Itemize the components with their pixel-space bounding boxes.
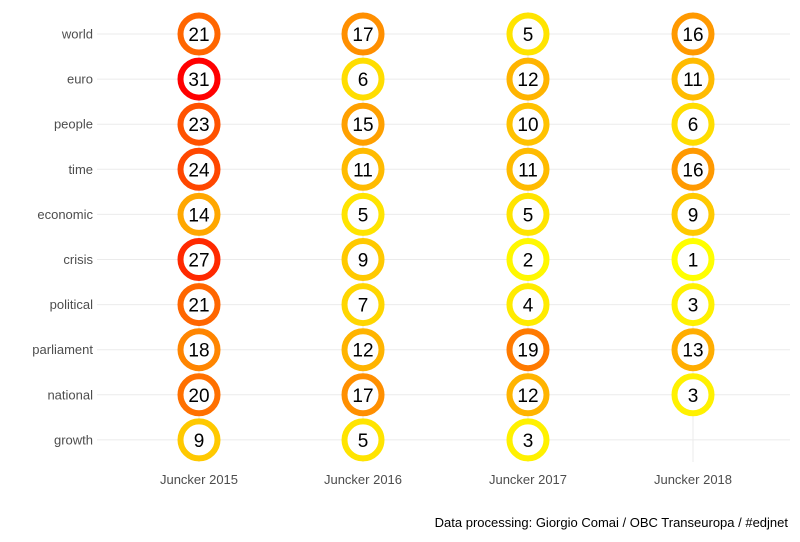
data-label: 3 xyxy=(688,386,699,407)
value-ring xyxy=(506,238,550,281)
value-ring xyxy=(506,102,550,146)
value-ring xyxy=(671,373,715,417)
y-tick-label-crisis: crisis xyxy=(63,252,93,267)
data-label: 14 xyxy=(188,205,210,226)
y-tick-label-time: time xyxy=(68,162,93,177)
value-ring xyxy=(341,418,385,462)
value-ring xyxy=(506,57,550,101)
data-label: 11 xyxy=(353,160,373,181)
data-label: 13 xyxy=(682,341,703,362)
value-ring xyxy=(177,147,221,191)
data-label: 9 xyxy=(358,251,369,272)
data-label: 12 xyxy=(517,386,538,407)
value-ring xyxy=(671,328,715,372)
data-label: 2 xyxy=(523,251,534,272)
data-label: 11 xyxy=(518,160,538,181)
value-ring xyxy=(341,147,385,191)
value-ring xyxy=(177,102,221,146)
value-ring xyxy=(177,283,221,327)
data-label: 10 xyxy=(517,115,538,136)
data-marks: 2131232414272118209176151159712175512101… xyxy=(177,12,715,462)
data-label: 5 xyxy=(358,431,369,452)
data-label: 6 xyxy=(688,115,699,136)
data-label: 17 xyxy=(352,25,373,46)
value-ring xyxy=(671,238,715,281)
value-ring xyxy=(506,418,550,462)
value-ring xyxy=(671,12,715,56)
data-label: 20 xyxy=(188,386,209,407)
data-label: 27 xyxy=(188,251,209,272)
data-label: 3 xyxy=(523,431,534,452)
data-label: 12 xyxy=(352,341,373,362)
data-label: 21 xyxy=(188,25,209,46)
data-label: 12 xyxy=(517,70,538,91)
value-ring xyxy=(341,57,385,101)
y-tick-label-parliament: parliament xyxy=(32,342,93,357)
value-ring xyxy=(506,328,550,372)
data-label: 1 xyxy=(688,251,699,272)
value-ring xyxy=(671,192,715,236)
x-tick-label: Juncker 2015 xyxy=(160,472,238,487)
data-label: 5 xyxy=(523,25,534,46)
caption: Data processing: Giorgio Comai / OBC Tra… xyxy=(434,515,788,530)
data-label: 16 xyxy=(682,25,703,46)
value-ring xyxy=(506,12,550,56)
data-label: 5 xyxy=(358,205,369,226)
y-axis-labels: world euro people time economic crisis politic… xyxy=(32,27,93,448)
value-ring xyxy=(177,328,221,372)
data-label: 7 xyxy=(358,296,369,317)
data-label: 9 xyxy=(688,205,699,226)
data-label: 11 xyxy=(683,70,703,91)
data-label: 3 xyxy=(688,296,699,317)
y-tick-label-euro: euro xyxy=(67,72,93,87)
data-label: 31 xyxy=(188,70,209,91)
value-ring xyxy=(341,192,385,236)
value-ring xyxy=(506,373,550,417)
y-tick-label-economic: economic xyxy=(37,207,93,222)
value-ring xyxy=(671,57,715,101)
data-label: 5 xyxy=(523,205,534,226)
data-label: 19 xyxy=(517,341,538,362)
value-ring xyxy=(671,102,715,146)
data-label: 4 xyxy=(523,296,534,317)
value-ring xyxy=(177,12,221,56)
data-label: 24 xyxy=(188,160,210,181)
data-label: 21 xyxy=(188,296,209,317)
data-label: 15 xyxy=(352,115,373,136)
x-axis-labels: Juncker 2015 Juncker 2016 Juncker 2017 Junc… xyxy=(160,472,732,487)
value-ring xyxy=(177,418,221,462)
value-ring xyxy=(177,238,221,281)
value-ring xyxy=(341,238,385,281)
value-ring xyxy=(341,102,385,146)
x-tick-label: Juncker 2016 xyxy=(324,472,402,487)
value-ring xyxy=(177,57,221,101)
data-label: 6 xyxy=(358,70,369,91)
y-tick-label-national: national xyxy=(47,387,93,402)
value-ring xyxy=(177,192,221,236)
value-ring xyxy=(671,283,715,327)
y-tick-label-political: political xyxy=(50,297,93,312)
data-label: 16 xyxy=(682,160,703,181)
y-tick-label-growth: growth xyxy=(54,432,93,447)
value-ring xyxy=(341,283,385,327)
value-ring xyxy=(506,192,550,236)
value-ring xyxy=(341,12,385,56)
data-label: 23 xyxy=(188,115,209,136)
x-tick-label: Juncker 2017 xyxy=(489,472,567,487)
x-tick-label: Juncker 2018 xyxy=(654,472,732,487)
value-ring xyxy=(341,373,385,417)
data-label: 18 xyxy=(188,341,209,362)
value-ring xyxy=(341,328,385,372)
data-label: 17 xyxy=(352,386,373,407)
y-tick-label-world: world xyxy=(61,27,93,42)
value-ring xyxy=(177,373,221,417)
data-label: 9 xyxy=(194,431,205,452)
value-ring xyxy=(506,147,550,191)
value-ring xyxy=(506,283,550,327)
value-ring xyxy=(671,147,715,191)
y-tick-label-people: people xyxy=(54,117,93,132)
